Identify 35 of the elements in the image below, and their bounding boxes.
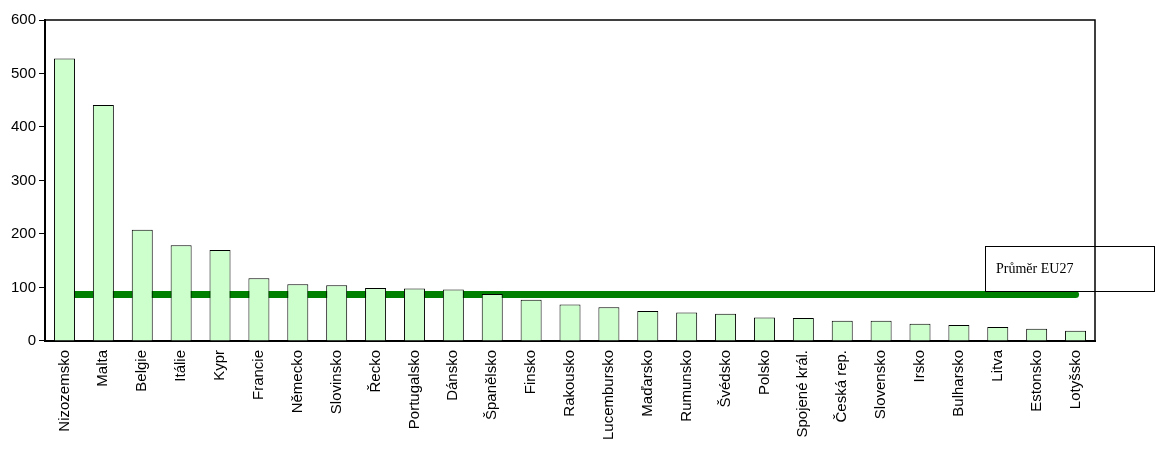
y-tick-label: 400	[11, 117, 37, 135]
x-tick-label: Švédsko	[715, 349, 733, 408]
x-tick-label: Malta	[93, 349, 111, 387]
y-tick-label: 600	[11, 10, 37, 28]
x-tick-label: Španělsko	[482, 349, 500, 421]
x-tick-label: Rakousko	[560, 349, 578, 417]
y-tick-label: 200	[11, 224, 37, 242]
x-tick-label: Lucembursko	[599, 349, 617, 440]
x-tick-label: Irsko	[910, 349, 928, 383]
x-tick-label: Řecko	[365, 349, 383, 393]
x-tick-label: Portugalsko	[404, 349, 422, 430]
x-tick-label: Německo	[287, 349, 305, 414]
x-tick-label: Estonsko	[1026, 349, 1044, 412]
x-tick-label: Finsko	[521, 349, 539, 395]
y-tick-label: 100	[11, 277, 37, 295]
x-tick-label: Rumunsko	[676, 349, 694, 422]
x-tick-label: Česká rep.	[832, 349, 850, 423]
x-tick-label: Dánsko	[443, 349, 461, 401]
x-tick-label: Slovinsko	[326, 349, 344, 415]
x-tick-label: Itálie	[171, 349, 189, 382]
x-tick-label: Polsko	[754, 349, 772, 395]
y-tick-label: 300	[11, 170, 37, 188]
y-tick-label: 0	[27, 331, 37, 349]
x-tick-label: Bulharsko	[949, 349, 967, 417]
x-tick-label: Slovensko	[871, 349, 889, 420]
x-tick-label: Maďarsko	[637, 349, 655, 417]
ref-line-label: Průměr EU27	[985, 246, 1155, 292]
x-tick-label: Lotyšsko	[1065, 349, 1083, 410]
x-tick-label: Kypr	[210, 349, 228, 381]
x-tick-label: Spojené král.	[793, 349, 811, 438]
x-tick-label: Francie	[249, 349, 267, 400]
y-tick-label: 500	[11, 63, 37, 81]
x-tick-label: Belgie	[132, 349, 150, 392]
x-tick-label: Litva	[987, 349, 1005, 382]
x-tick-label: Nizozemsko	[54, 349, 72, 432]
